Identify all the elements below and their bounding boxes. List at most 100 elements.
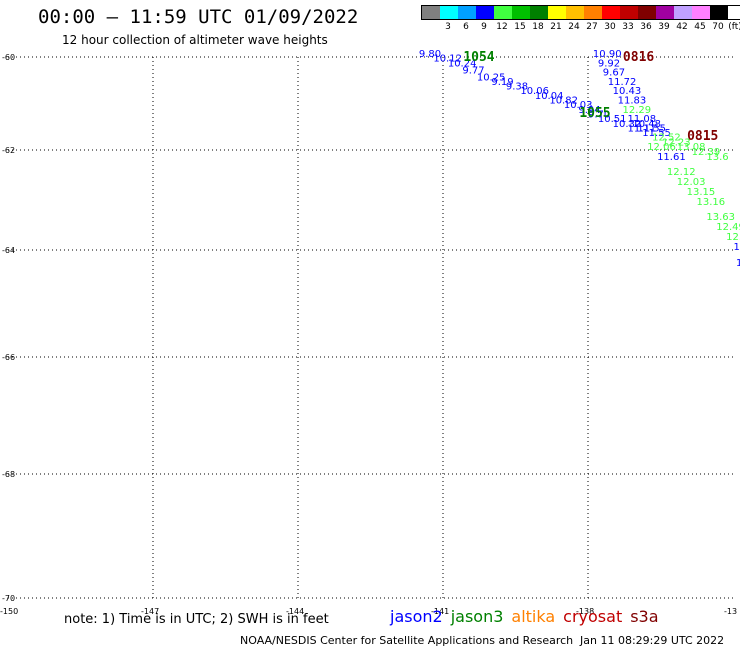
legend-bin-label: 6 bbox=[463, 22, 469, 32]
legend-bin-label: 9 bbox=[481, 22, 487, 32]
satellite-cryosat: cryosat bbox=[563, 607, 623, 626]
swh-value-label: 10.06 bbox=[520, 86, 549, 97]
legend-bin-label: 36 bbox=[640, 22, 652, 32]
legend-bin-label: 42 bbox=[676, 22, 688, 32]
swh-value-label: 13.63 bbox=[706, 212, 735, 223]
swh-value-label: 12.39 bbox=[692, 147, 721, 158]
pass-time-label: 0815 bbox=[687, 129, 718, 144]
legend-swatch bbox=[638, 6, 656, 19]
swh-value-label: 10.32 bbox=[613, 119, 642, 130]
legend-bin-label: 39 bbox=[658, 22, 670, 32]
swh-value-label: 10.24 bbox=[448, 58, 477, 69]
pass-time-label: 0816 bbox=[623, 50, 654, 65]
swh-value-label: 10.82 bbox=[549, 96, 578, 107]
lat-tick-label: -60 bbox=[2, 53, 15, 62]
legend-bin-label: 30 bbox=[604, 22, 616, 32]
satellite-jason2: jason2 bbox=[390, 607, 443, 626]
swh-value-label: 12.03 bbox=[677, 177, 706, 188]
swh-value-label: 9.67 bbox=[603, 68, 625, 79]
swh-value-label: 11.08 bbox=[627, 114, 656, 125]
legend-swatch bbox=[458, 6, 476, 19]
pass-time-label: 1055 bbox=[579, 106, 610, 121]
legend-bin-label: 12 bbox=[496, 22, 508, 32]
swh-value-label: 13.16 bbox=[697, 197, 726, 208]
swh-value-label: 9.70 bbox=[588, 109, 610, 120]
legend-swatch bbox=[674, 6, 692, 19]
lon-tick-label: -141 bbox=[431, 607, 449, 616]
swh-value-label: 12.12 bbox=[667, 167, 696, 178]
lon-tick-label: -150 bbox=[0, 607, 18, 616]
swh-value-label: 12.06 bbox=[647, 142, 676, 153]
lat-tick-label: -66 bbox=[2, 353, 15, 362]
swh-value-label: 11.72 bbox=[608, 77, 637, 88]
swh-value-label: 9.94 bbox=[578, 105, 600, 116]
legend-bin-label: 15 bbox=[514, 22, 526, 32]
swh-value-label: 9.80 bbox=[419, 49, 441, 60]
swh-value-label: 10.03 bbox=[564, 100, 593, 111]
swh-value-label: 10.90 bbox=[593, 49, 622, 60]
legend-bin-label: 70 bbox=[712, 22, 724, 32]
swh-value-label: 9.92 bbox=[598, 58, 620, 69]
swh-value-label: 11.49 bbox=[734, 242, 740, 253]
footer-note: note: 1) Time is in UTC; 2) SWH is in fe… bbox=[64, 612, 329, 627]
swh-value-label: 12.23 bbox=[662, 137, 691, 148]
swh-value-label: 10.25 bbox=[477, 72, 506, 83]
lon-tick-label: -138 bbox=[576, 607, 594, 616]
swh-value-label: 12.49 bbox=[716, 222, 740, 233]
lat-tick-label: -64 bbox=[2, 246, 15, 255]
legend-swatch bbox=[584, 6, 602, 19]
swh-value-label: 12.52 bbox=[652, 133, 681, 144]
swh-value-label: 10. bbox=[736, 258, 740, 269]
legend-bin-label: 45 bbox=[694, 22, 706, 32]
map-subtitle: 12 hour collection of altimeter wave hei… bbox=[62, 33, 328, 47]
legend-swatch bbox=[620, 6, 638, 19]
satellite-jason3: jason3 bbox=[450, 607, 504, 626]
swh-value-label: 10.04 bbox=[535, 91, 564, 102]
legend-swatch bbox=[530, 6, 548, 19]
map-title: 00:00 — 11:59 UTC 01/09/2022 bbox=[38, 6, 359, 28]
legend-bin-label: 21 bbox=[550, 22, 562, 32]
swh-value-label: 12.75 bbox=[726, 232, 740, 243]
legend-swatch bbox=[422, 6, 440, 19]
lon-tick-label: -147 bbox=[141, 607, 159, 616]
satellite-s3a: s3a bbox=[630, 607, 659, 626]
swh-value-label: 10.48 bbox=[632, 119, 661, 130]
legend-unit: (ft) bbox=[728, 22, 740, 32]
legend-swatch bbox=[548, 6, 566, 19]
swh-value-label: 10.43 bbox=[613, 86, 642, 97]
swh-value-label: 10.51 bbox=[598, 114, 627, 125]
lon-tick-label: -144 bbox=[286, 607, 304, 616]
legend-bin-label: 27 bbox=[586, 22, 598, 32]
legend-swatch bbox=[710, 6, 728, 19]
swh-value-label: 11.55 bbox=[642, 128, 671, 139]
lat-tick-label: -68 bbox=[2, 470, 15, 479]
legend-swatch bbox=[494, 6, 512, 19]
swh-value-label: 13.15 bbox=[687, 187, 716, 198]
legend-bin-label: 3 bbox=[445, 22, 451, 32]
legend-swatch bbox=[656, 6, 674, 19]
lon-tick-label: -13 bbox=[724, 607, 737, 616]
swh-value-label: 11.61 bbox=[657, 152, 686, 163]
footer-timestamp: Jan 11 08:29:29 UTC 2022 bbox=[580, 634, 725, 647]
swh-value-label: 13.08 bbox=[677, 142, 706, 153]
swh-value-label: 11.55 bbox=[637, 123, 666, 134]
swh-value-label: 10.12 bbox=[433, 54, 462, 65]
legend-bin-label: 24 bbox=[568, 22, 580, 32]
satellite-legend: jason2 jason3 altika cryosat s3a bbox=[390, 607, 667, 626]
swh-value-label: 9.77 bbox=[462, 65, 484, 76]
lat-tick-label: -70 bbox=[2, 594, 15, 603]
legend-swatch bbox=[512, 6, 530, 19]
legend-swatch bbox=[476, 6, 494, 19]
legend-bin-label: 33 bbox=[622, 22, 634, 32]
pass-time-label: 1054 bbox=[463, 50, 494, 65]
legend-bin-label: 18 bbox=[532, 22, 544, 32]
legend-swatch bbox=[440, 6, 458, 19]
legend-swatch bbox=[602, 6, 620, 19]
legend-swatch bbox=[692, 6, 710, 19]
swh-value-label: 11.11 bbox=[627, 123, 656, 134]
swh-value-label: 9.38 bbox=[506, 82, 528, 93]
legend-swatches bbox=[421, 5, 740, 20]
